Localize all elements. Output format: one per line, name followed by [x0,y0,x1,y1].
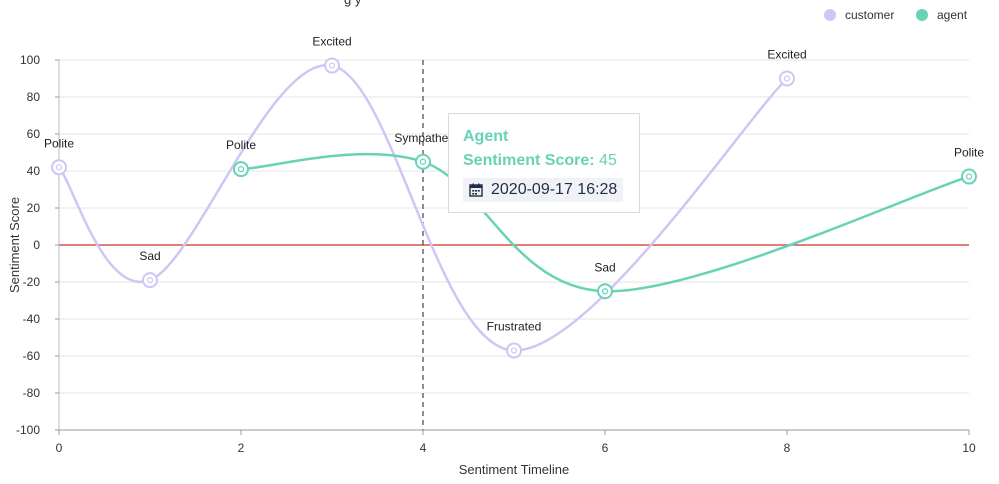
data-point-label: Sympathet [394,131,452,145]
data-point-customer [142,272,158,289]
y-axis-title: Sentiment Score [7,197,22,293]
data-point-dot [965,173,973,180]
data-point-label: Excited [312,35,351,49]
data-point-dot [419,158,427,165]
data-point-dot [328,62,336,69]
tooltip: Agent Sentiment Score: 45 2020-09-17 16:… [448,113,640,213]
data-point-agent [597,283,613,300]
y-tick-label: 40 [27,164,41,178]
y-tick-label: -40 [23,312,41,326]
x-tick-label: 6 [602,441,609,455]
y-tick-label: -100 [16,423,40,437]
tooltip-score-label: Sentiment Score: [463,152,595,169]
y-tick-label: 60 [27,127,41,141]
data-point-label: Excited [767,48,806,62]
data-point-dot [601,288,609,295]
data-point-customer [51,159,67,176]
x-tick-label: 8 [784,441,791,455]
axes: -100 -80 -60 -40 -20 0 20 40 60 80 100 0 2 4 6 8 10 [16,53,976,455]
x-axis-title: Sentiment Timeline [459,462,570,477]
y-tick-label: 0 [33,238,40,252]
series-lines [57,64,970,352]
data-point-label: Sad [139,249,160,263]
data-point-dot [55,164,63,171]
data-point-agent [233,161,249,178]
legend-marker-agent [916,9,928,21]
y-tick-label: 100 [20,53,40,67]
data-point-label: Polite [226,138,256,152]
data-point-label: Polite [44,136,74,150]
data-point-label: Polite [954,146,984,160]
legend-label-customer: customer [845,8,894,22]
tooltip-score-value: 45 [599,152,617,169]
data-point-agent [415,153,431,170]
calendar-icon [469,183,483,197]
legend: customer agent [824,8,968,22]
data-point-dot [237,166,245,173]
data-point-customer [506,342,522,359]
data-point-agent [961,168,977,185]
data-point-dot [510,347,518,354]
data-point-dot [146,277,154,284]
x-tick-label: 10 [962,441,976,455]
series-line-customer [57,64,788,352]
tooltip-title: Agent [463,128,509,145]
y-tick-label: 80 [27,90,41,104]
data-point-label: Frustrated [487,319,542,333]
tooltip-score: Sentiment Score: 45 [463,152,625,170]
data-point-customer [779,70,795,87]
y-tick-label: -60 [23,349,41,363]
data-point-dot [783,75,791,82]
tooltip-date: 2020-09-17 16:28 [463,178,624,202]
y-tick-label: -80 [23,386,41,400]
tooltip-datetime: 2020-09-17 16:28 [491,181,618,198]
y-tick-label: 20 [27,201,41,215]
data-points: Polite Sad Excited Frustrated Excited Polite S… [44,35,984,359]
partial-title: g y [344,0,362,7]
series-line-agent [240,152,970,293]
legend-marker-customer [824,9,836,21]
y-tick-label: -20 [23,275,41,289]
legend-label-agent: agent [937,8,968,22]
data-point-label: Sad [594,260,615,274]
x-tick-label: 0 [56,441,63,455]
x-tick-label: 4 [420,441,427,455]
data-point-customer [324,57,340,74]
x-tick-label: 2 [238,441,245,455]
